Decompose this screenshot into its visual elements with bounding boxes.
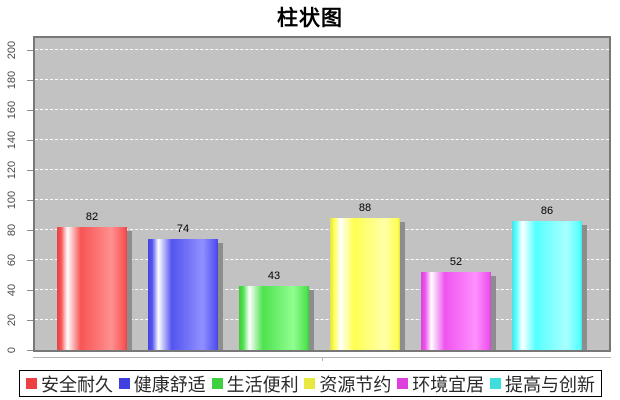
y-axis-tick-label: 160 bbox=[6, 100, 18, 120]
gridline bbox=[35, 259, 609, 260]
legend-label: 生活便利 bbox=[226, 374, 299, 395]
bar-value-label: 52 bbox=[449, 256, 463, 268]
legend-swatch bbox=[397, 378, 409, 389]
legend-label: 环境宜居 bbox=[412, 374, 485, 395]
bar bbox=[421, 272, 491, 350]
gridline bbox=[35, 289, 609, 290]
legend-label: 健康舒适 bbox=[133, 374, 206, 395]
y-axis-tick-label: 60 bbox=[6, 253, 18, 267]
legend-swatch bbox=[304, 378, 316, 389]
bar-value-label: 86 bbox=[540, 205, 554, 217]
gridline bbox=[35, 49, 609, 50]
x-axis-tick-mark bbox=[322, 357, 323, 361]
y-tick-mark bbox=[27, 50, 33, 51]
legend-item: 健康舒适 bbox=[118, 371, 206, 397]
bar bbox=[57, 227, 127, 350]
bar-value-label: 88 bbox=[358, 202, 372, 214]
y-tick-mark bbox=[27, 260, 33, 261]
legend-label: 资源节约 bbox=[319, 374, 392, 395]
bar-value-label: 43 bbox=[267, 269, 281, 282]
y-tick-mark bbox=[27, 110, 33, 111]
legend-swatch bbox=[26, 378, 37, 389]
y-axis-tick-label: 120 bbox=[6, 160, 18, 180]
legend: 安全耐久 健康舒适 生活便利 资源节约 环境宜居 提高与创新 bbox=[19, 370, 602, 397]
gridline bbox=[35, 229, 609, 230]
y-axis-tick-label: 140 bbox=[6, 130, 18, 150]
y-tick-mark bbox=[27, 170, 33, 171]
legend-swatch bbox=[211, 378, 223, 389]
gridline bbox=[35, 169, 609, 170]
bar-value-label: 74 bbox=[176, 223, 190, 235]
y-axis-tick-label: 20 bbox=[6, 313, 18, 327]
gridline bbox=[35, 79, 609, 80]
y-tick-mark bbox=[27, 140, 33, 141]
gridline bbox=[35, 139, 609, 140]
y-tick-mark bbox=[27, 200, 33, 201]
y-tick-mark bbox=[27, 80, 33, 81]
gridline bbox=[35, 109, 609, 110]
legend-swatch bbox=[489, 378, 501, 389]
chart-title: 柱状图 bbox=[277, 7, 343, 30]
legend-item: 环境宜居 bbox=[397, 371, 484, 397]
bar-value-label: 82 bbox=[85, 211, 99, 223]
legend-item: 安全耐久 bbox=[26, 371, 113, 397]
y-axis: 0 20 40 60 80 100 120 140 160 180 200 bbox=[0, 36, 33, 353]
y-tick-mark bbox=[27, 320, 33, 321]
y-axis-tick-label: 0 bbox=[6, 346, 18, 354]
legend-label: 安全耐久 bbox=[41, 374, 113, 395]
legend-label: 提高与创新 bbox=[504, 374, 595, 395]
y-tick-mark bbox=[27, 230, 33, 231]
y-axis-tick-label: 40 bbox=[6, 283, 18, 297]
bar bbox=[512, 221, 582, 350]
legend-item: 提高与创新 bbox=[489, 371, 595, 397]
bar bbox=[330, 218, 400, 350]
legend-item: 资源节约 bbox=[304, 371, 391, 397]
bar bbox=[148, 239, 218, 350]
y-tick-mark bbox=[27, 290, 33, 291]
legend-item: 生活便利 bbox=[211, 371, 299, 397]
y-axis-tick-label: 200 bbox=[6, 40, 18, 60]
bar bbox=[239, 285, 309, 350]
y-axis-tick-label: 80 bbox=[6, 223, 18, 237]
y-tick-mark bbox=[27, 350, 33, 351]
y-axis-tick-label: 180 bbox=[6, 70, 18, 90]
gridline bbox=[35, 319, 609, 320]
gridline bbox=[35, 199, 609, 200]
legend-swatch bbox=[118, 378, 130, 389]
plot-area: 82 74 43 88 52 86 bbox=[33, 36, 611, 352]
y-axis-tick-label: 100 bbox=[6, 190, 18, 210]
